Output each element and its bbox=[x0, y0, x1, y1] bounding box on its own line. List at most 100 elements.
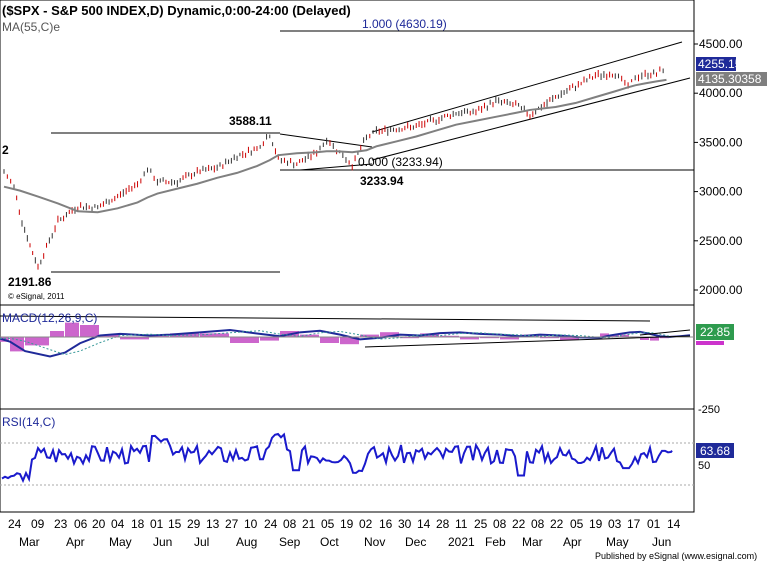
day-tick-label: 05 bbox=[321, 517, 335, 531]
price-tick-label: 2500.00 bbox=[699, 234, 743, 248]
rsi-label: RSI(14,C) bbox=[2, 415, 55, 429]
fib-0-label: 0.000 (3233.94) bbox=[358, 155, 443, 169]
day-tick-label: 14 bbox=[667, 517, 681, 531]
flag-upper-line bbox=[279, 133, 373, 148]
low-price-label: 3233.94 bbox=[360, 174, 404, 188]
histogram-bar bbox=[460, 337, 479, 340]
month-tick-label: Jul bbox=[194, 535, 209, 549]
day-tick-label: 11 bbox=[455, 517, 468, 531]
month-tick-label: Mar bbox=[522, 535, 543, 549]
histogram-bar bbox=[650, 337, 659, 341]
histogram-bar bbox=[540, 337, 559, 339]
day-tick-label: 29 bbox=[187, 517, 201, 531]
day-tick-label: 30 bbox=[398, 517, 412, 531]
chart-title: ($SPX - S&P 500 INDEX,D) Dynamic,0:00-24… bbox=[2, 3, 351, 18]
day-tick-label: 17 bbox=[627, 517, 641, 531]
macd-value-box bbox=[696, 324, 734, 340]
histogram-bar bbox=[440, 335, 459, 337]
day-tick-label: 13 bbox=[206, 517, 220, 531]
histogram-bar bbox=[360, 334, 379, 337]
month-tick-label: Jun bbox=[652, 535, 671, 549]
price-bars bbox=[3, 66, 664, 270]
histogram-bar bbox=[500, 337, 519, 340]
day-tick-label: 22 bbox=[550, 517, 564, 531]
histogram-bar bbox=[400, 337, 419, 339]
day-tick-label: 01 bbox=[647, 517, 661, 531]
channel-upper-line bbox=[371, 41, 683, 133]
month-tick-label: Dec bbox=[405, 535, 426, 549]
day-tick-label: 21 bbox=[302, 517, 316, 531]
histogram-bar bbox=[120, 337, 149, 340]
histogram-bar bbox=[300, 334, 319, 337]
histogram-bar bbox=[25, 337, 49, 346]
day-tick-label: 24 bbox=[264, 517, 278, 531]
rsi-tick-label: 50 bbox=[698, 460, 710, 472]
macd-upper-trend bbox=[0, 315, 651, 322]
day-tick-label: 09 bbox=[31, 517, 45, 531]
histogram-bar bbox=[380, 332, 399, 337]
macd-panel bbox=[0, 304, 695, 410]
price-tick-label: 3500.00 bbox=[699, 135, 743, 149]
histogram-bar bbox=[260, 337, 279, 341]
histogram-bar bbox=[50, 331, 64, 337]
day-tick-label: 18 bbox=[131, 517, 145, 531]
month-tick-label: May bbox=[109, 535, 132, 549]
day-tick-label: 04 bbox=[111, 517, 125, 531]
day-tick-label: 05 bbox=[570, 517, 584, 531]
high-price-label: 3588.11 bbox=[229, 114, 272, 128]
month-tick-label: Sep bbox=[279, 535, 301, 549]
histogram-bar bbox=[100, 334, 119, 337]
macd-hist-box bbox=[696, 341, 724, 345]
flag-lower-line bbox=[299, 163, 373, 171]
month-tick-label: Apr bbox=[66, 535, 85, 549]
bottom-price-label: 2191.86 bbox=[8, 275, 52, 289]
macd-line bbox=[0, 328, 691, 358]
day-tick-label: 08 bbox=[493, 517, 507, 531]
histogram-bar bbox=[560, 337, 579, 340]
month-tick-label: Oct bbox=[320, 535, 339, 549]
day-tick-label: 28 bbox=[436, 517, 450, 531]
histogram-bar bbox=[200, 333, 229, 337]
month-tick-label: May bbox=[606, 535, 629, 549]
macd-value: 22.85 bbox=[700, 325, 730, 339]
macd-lower-trend bbox=[364, 335, 691, 348]
ma-line bbox=[3, 78, 667, 214]
month-tick-label: Feb bbox=[485, 535, 506, 549]
histogram-bar bbox=[340, 337, 359, 345]
macd-label: MACD(12,26,9,C) bbox=[2, 311, 97, 325]
day-tick-label: 27 bbox=[225, 517, 239, 531]
price-tick-label: 4000.00 bbox=[699, 86, 743, 100]
fib-100-label: 1.000 (4630.19) bbox=[362, 17, 447, 31]
copyright-text: © eSignal, 2011 bbox=[8, 292, 65, 301]
day-tick-label: 24 bbox=[8, 517, 22, 531]
price-tick-label: 4500.00 bbox=[699, 37, 743, 51]
month-tick-label: Apr bbox=[563, 535, 582, 549]
macd-short-trend bbox=[639, 329, 691, 336]
histogram-bar bbox=[65, 322, 79, 337]
day-tick-label: 23 bbox=[54, 517, 68, 531]
day-tick-label: 01 bbox=[150, 517, 164, 531]
day-tick-label: 16 bbox=[379, 517, 393, 531]
price-tick-label: 2000.00 bbox=[699, 283, 743, 297]
month-tick-label: Nov bbox=[364, 535, 385, 549]
day-tick-label: 06 bbox=[74, 517, 88, 531]
time-axis: 24 09 23 06 20 04 18 01 15 29 13 27 10 24 08 21 05 19 02 16… bbox=[8, 517, 681, 549]
ma-value: 4135.30358 bbox=[698, 72, 762, 86]
histogram-bar bbox=[480, 337, 499, 339]
month-tick-label: Aug bbox=[236, 535, 257, 549]
month-tick-label: Jun bbox=[153, 535, 172, 549]
rsi-value: 63.68 bbox=[700, 444, 730, 458]
day-tick-label: 08 bbox=[283, 517, 297, 531]
day-tick-label: 20 bbox=[92, 517, 106, 531]
price-tick-label: 3000.00 bbox=[699, 185, 743, 199]
histogram-bar bbox=[660, 337, 669, 339]
edge-label: 2 bbox=[2, 143, 9, 157]
histogram-bar bbox=[320, 337, 339, 343]
histogram-bar bbox=[640, 337, 649, 340]
channel-lower-line bbox=[371, 77, 691, 161]
day-tick-label: 22 bbox=[512, 517, 526, 531]
histogram-bar bbox=[80, 325, 99, 337]
histogram-bar bbox=[600, 333, 609, 337]
